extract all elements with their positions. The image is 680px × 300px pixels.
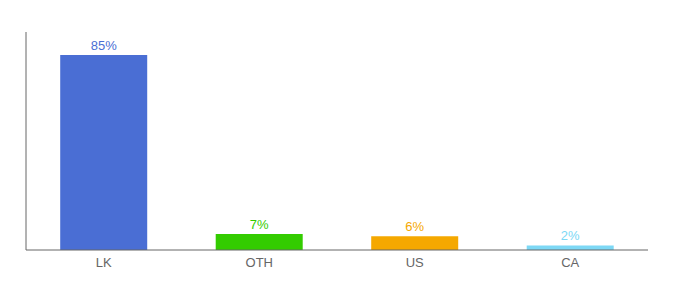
svg-text:2%: 2%	[561, 228, 580, 243]
svg-text:85%: 85%	[91, 38, 117, 53]
svg-text:LK: LK	[96, 255, 112, 270]
svg-text:7%: 7%	[250, 217, 269, 232]
svg-text:US: US	[406, 255, 424, 270]
svg-text:6%: 6%	[405, 219, 424, 234]
svg-text:OTH: OTH	[246, 255, 273, 270]
svg-text:CA: CA	[561, 255, 579, 270]
